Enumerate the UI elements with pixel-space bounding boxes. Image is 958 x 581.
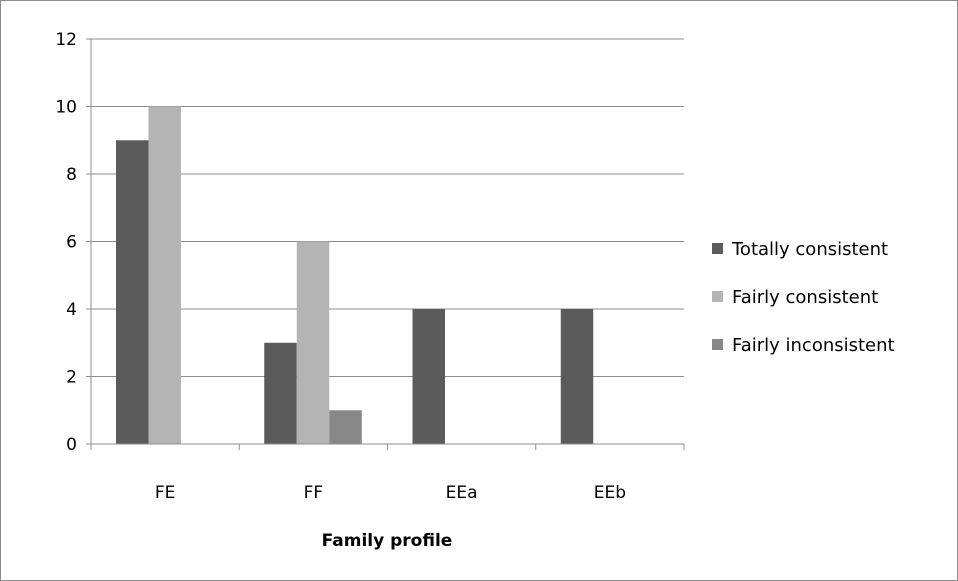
legend-swatch xyxy=(712,339,723,350)
legend-label: Fairly consistent xyxy=(732,287,878,308)
y-tick-label: 2 xyxy=(66,368,77,388)
x-axis xyxy=(90,443,685,450)
legend-swatch xyxy=(712,291,723,302)
legend-label: Fairly inconsistent xyxy=(732,335,895,356)
x-tick-label: EEb xyxy=(594,483,626,503)
y-tick-label: 6 xyxy=(66,233,77,253)
x-axis-title: Family profile xyxy=(322,531,453,551)
x-axis-tick-labels: FE FF EEa EEb xyxy=(155,483,626,503)
bars xyxy=(116,106,594,444)
bar-ff-series-3 xyxy=(329,410,362,444)
y-tick-label: 0 xyxy=(66,435,77,455)
bar-eea-series-1 xyxy=(412,309,445,444)
y-tick-label: 8 xyxy=(66,165,77,185)
bar-ff-series-1 xyxy=(264,342,297,444)
legend-swatch xyxy=(712,243,723,254)
bar-eeb-series-1 xyxy=(560,309,594,444)
y-axis-ticks: 0 2 4 6 8 10 12 xyxy=(55,30,92,455)
y-tick-label: 10 xyxy=(55,98,77,118)
x-tick-label: EEa xyxy=(446,483,478,503)
x-tick-label: FF xyxy=(304,483,324,503)
y-tick-label: 4 xyxy=(66,300,77,320)
bar-ff-series-2 xyxy=(296,241,330,444)
bar-fe-series-1 xyxy=(116,140,149,444)
legend-label: Totally consistent xyxy=(731,239,888,260)
bar-fe-series-2 xyxy=(148,106,181,444)
legend: Totally consistent Fairly consistent Fairl… xyxy=(712,239,895,356)
y-tick-label: 12 xyxy=(55,30,77,50)
x-tick-label: FE xyxy=(155,483,176,503)
